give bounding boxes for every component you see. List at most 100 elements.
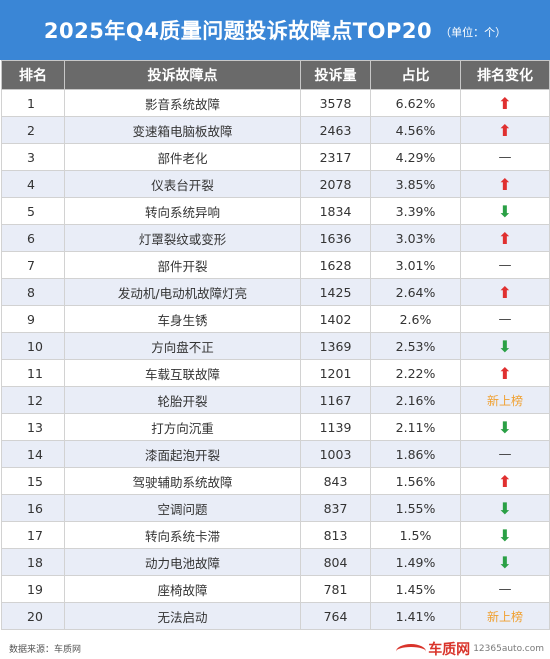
count-cell: 1139	[300, 413, 371, 441]
change-cell: ⬆	[460, 170, 550, 198]
change-cell: ⬇	[460, 548, 550, 576]
fault-cell: 无法启动	[64, 602, 301, 630]
share-cell: 3.03%	[370, 224, 461, 252]
fault-cell: 影音系统故障	[64, 89, 301, 117]
count-cell: 1402	[300, 305, 371, 333]
share-cell: 4.29%	[370, 143, 461, 171]
share-cell: 1.56%	[370, 467, 461, 495]
change-cell: —	[460, 251, 550, 279]
rank-cell: 19	[1, 575, 65, 603]
count-cell: 1369	[300, 332, 371, 360]
header-count: 投诉量	[300, 60, 371, 90]
arrow-down-icon: ⬇	[498, 498, 512, 518]
count-cell: 764	[300, 602, 371, 630]
count-cell: 804	[300, 548, 371, 576]
share-cell: 2.64%	[370, 278, 461, 306]
rank-cell: 20	[1, 602, 65, 630]
count-cell: 1003	[300, 440, 371, 468]
unit-label: （单位：个）	[440, 26, 507, 39]
change-cell: ⬆	[460, 467, 550, 495]
header-change: 排名变化	[460, 60, 550, 90]
table-row: 15 驾驶辅助系统故障 843 1.56% ⬆	[1, 467, 550, 495]
share-cell: 2.53%	[370, 332, 461, 360]
arrow-down-icon: ⬇	[498, 336, 512, 356]
fault-cell: 轮胎开裂	[64, 386, 301, 414]
brand-logo: 车质网 12365auto.com	[396, 639, 544, 659]
arrow-down-icon: ⬇	[498, 525, 512, 545]
change-cell: —	[460, 575, 550, 603]
count-cell: 1636	[300, 224, 371, 252]
table-row: 14 漆面起泡开裂 1003 1.86% —	[1, 440, 550, 468]
share-cell: 1.41%	[370, 602, 461, 630]
data-source: 数据来源：车质网	[9, 645, 82, 655]
rank-cell: 15	[1, 467, 65, 495]
count-cell: 843	[300, 467, 371, 495]
arrow-down-icon: ⬇	[498, 417, 512, 437]
change-cell: ⬆	[460, 89, 550, 117]
share-cell: 1.55%	[370, 494, 461, 522]
table-row: 8 发动机/电动机故障灯亮 1425 2.64% ⬆	[1, 278, 550, 306]
fault-cell: 打方向沉重	[64, 413, 301, 441]
dash-icon: —	[498, 258, 512, 273]
rank-cell: 7	[1, 251, 65, 279]
rank-cell: 2	[1, 116, 65, 144]
change-cell: ⬇	[460, 413, 550, 441]
rank-cell: 13	[1, 413, 65, 441]
share-cell: 3.01%	[370, 251, 461, 279]
fault-cell: 转向系统卡滞	[64, 521, 301, 549]
count-cell: 1167	[300, 386, 371, 414]
fault-cell: 座椅故障	[64, 575, 301, 603]
rank-cell: 1	[1, 89, 65, 117]
table-row: 7 部件开裂 1628 3.01% —	[1, 251, 550, 279]
share-cell: 2.11%	[370, 413, 461, 441]
arrow-up-icon: ⬆	[498, 471, 512, 491]
logo-swoosh-icon	[396, 643, 427, 659]
title-bar: 2025年Q4质量问题投诉故障点TOP20 （单位：个）	[0, 0, 550, 60]
count-cell: 2078	[300, 170, 371, 198]
count-cell: 1201	[300, 359, 371, 387]
change-cell: —	[460, 143, 550, 171]
count-cell: 2317	[300, 143, 371, 171]
rank-cell: 6	[1, 224, 65, 252]
header-share: 占比	[370, 60, 461, 90]
dash-icon: —	[498, 582, 512, 597]
share-cell: 6.62%	[370, 89, 461, 117]
table-row: 19 座椅故障 781 1.45% —	[1, 575, 550, 603]
page-title: 2025年Q4质量问题投诉故障点TOP20	[43, 19, 433, 43]
arrow-down-icon: ⬇	[498, 552, 512, 572]
fault-cell: 动力电池故障	[64, 548, 301, 576]
share-cell: 1.5%	[370, 521, 461, 549]
rank-cell: 10	[1, 332, 65, 360]
fault-cell: 灯罩裂纹或变形	[64, 224, 301, 252]
fault-cell: 变速箱电脑板故障	[64, 116, 301, 144]
rank-cell: 4	[1, 170, 65, 198]
change-cell: ⬇	[460, 197, 550, 225]
rank-cell: 8	[1, 278, 65, 306]
fault-cell: 车身生锈	[64, 305, 301, 333]
arrow-up-icon: ⬆	[498, 363, 512, 383]
table-row: 4 仪表台开裂 2078 3.85% ⬆	[1, 170, 550, 198]
header-fault: 投诉故障点	[64, 60, 301, 90]
share-cell: 3.39%	[370, 197, 461, 225]
fault-cell: 车载互联故障	[64, 359, 301, 387]
change-cell: —	[460, 440, 550, 468]
arrow-up-icon: ⬆	[498, 174, 512, 194]
rank-cell: 12	[1, 386, 65, 414]
rank-cell: 17	[1, 521, 65, 549]
change-cell: ⬆	[460, 278, 550, 306]
share-cell: 1.86%	[370, 440, 461, 468]
count-cell: 813	[300, 521, 371, 549]
table-row: 13 打方向沉重 1139 2.11% ⬇	[1, 413, 550, 441]
table-row: 12 轮胎开裂 1167 2.16% 新上榜	[1, 386, 550, 414]
share-cell: 2.22%	[370, 359, 461, 387]
change-cell: ⬆	[460, 116, 550, 144]
arrow-down-icon: ⬇	[498, 201, 512, 221]
share-cell: 1.45%	[370, 575, 461, 603]
share-cell: 2.6%	[370, 305, 461, 333]
table-row: 17 转向系统卡滞 813 1.5% ⬇	[1, 521, 550, 549]
count-cell: 1425	[300, 278, 371, 306]
rank-cell: 18	[1, 548, 65, 576]
logo-url: 12365auto.com	[473, 644, 544, 654]
table-row: 5 转向系统异响 1834 3.39% ⬇	[1, 197, 550, 225]
fault-cell: 空调问题	[64, 494, 301, 522]
